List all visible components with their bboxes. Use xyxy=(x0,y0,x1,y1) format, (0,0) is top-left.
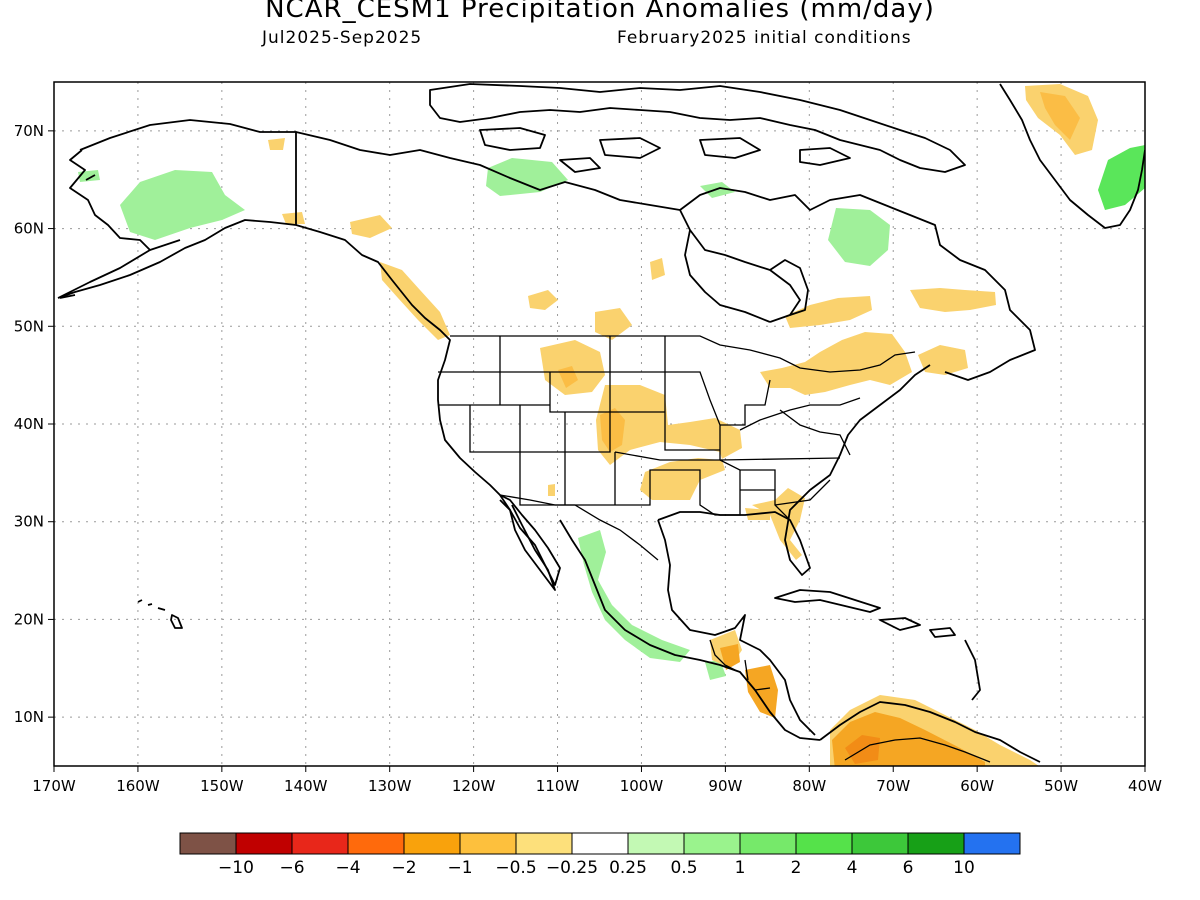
lat-tick-label: 10N xyxy=(14,708,44,726)
axis-ticks: 170W 160W 150W 140W 130W 120W 110W 100W 90W 80W 70… xyxy=(14,122,1162,795)
colorbar-swatch xyxy=(179,832,237,855)
central-america-borders xyxy=(709,639,771,691)
anomaly-ontario xyxy=(785,296,872,328)
colorbar-swatch xyxy=(739,832,797,855)
lon-tick-label: 90W xyxy=(708,777,742,795)
anomaly-bc-coast xyxy=(380,262,450,340)
anomaly-central-america xyxy=(720,644,740,670)
mexico-coast xyxy=(559,519,821,741)
hawaii xyxy=(137,599,183,629)
lon-tick-label: 40W xyxy=(1128,777,1162,795)
lon-tick-label: 140W xyxy=(284,777,328,795)
anomaly-northwest-territories xyxy=(486,158,568,196)
anomaly-shading xyxy=(78,84,1145,766)
lon-tick-label: 70W xyxy=(876,777,910,795)
lat-tick-label: 30N xyxy=(14,513,44,531)
caribbean-islands xyxy=(774,589,981,701)
anomaly-central-plains xyxy=(596,385,742,500)
lat-tick-label: 40N xyxy=(14,415,44,433)
initial-conditions: February2025 initial conditions xyxy=(617,28,912,48)
colorbar-label: −4 xyxy=(335,858,360,878)
lat-tick-label: 70N xyxy=(14,122,44,140)
colorbar-label: −1 xyxy=(447,858,472,878)
colorbar-swatch xyxy=(291,832,349,855)
colorbar-label: 1 xyxy=(735,858,746,878)
anomaly-great-lakes-northeast xyxy=(760,332,912,395)
colorbar-label: −0.5 xyxy=(495,858,536,878)
south-america-borders xyxy=(844,737,991,763)
lon-tick-label: 120W xyxy=(452,777,496,795)
colorbar-swatch xyxy=(403,832,461,855)
colorbar-label: 0.25 xyxy=(609,858,647,878)
colorbar-swatch xyxy=(683,832,741,855)
colorbar-swatch xyxy=(347,832,405,855)
anomaly-labrador-coast xyxy=(910,288,996,312)
arctic-coast xyxy=(295,131,1036,381)
lat-tick-label: 20N xyxy=(14,610,44,628)
colorbar-swatch xyxy=(235,832,293,855)
colorbar-swatch xyxy=(795,832,853,855)
colorbar-label: −2 xyxy=(391,858,416,878)
anomaly-new-mexico xyxy=(548,484,555,496)
colorbar-swatch xyxy=(907,832,965,855)
hudson-bay xyxy=(684,229,809,323)
colorbar-swatch xyxy=(627,832,685,855)
lon-tick-label: 130W xyxy=(368,777,412,795)
us-state-lines xyxy=(438,336,861,521)
anomaly-hudson-strait xyxy=(700,182,735,198)
anomaly-alberta xyxy=(528,290,558,310)
colorbar-label: −6 xyxy=(279,858,304,878)
lon-tick-label: 60W xyxy=(960,777,994,795)
anomaly-west-greenland-core xyxy=(1040,92,1080,140)
lon-tick-label: 80W xyxy=(792,777,826,795)
lat-tick-label: 60N xyxy=(14,220,44,238)
anomaly-colorado-core xyxy=(600,408,625,452)
lon-tick-label: 150W xyxy=(200,777,244,795)
colorbar-swatch xyxy=(963,832,1021,855)
arctic-islands xyxy=(429,83,966,173)
anomaly-east-greenland xyxy=(1098,145,1145,210)
lon-tick-label: 50W xyxy=(1044,777,1078,795)
colorbar-swatch xyxy=(571,832,629,855)
colorbar-label: 2 xyxy=(791,858,802,878)
baja-california xyxy=(499,494,556,591)
colorbar-label: −0.25 xyxy=(546,858,598,878)
anomaly-western-alaska xyxy=(120,170,245,240)
anomaly-southeast xyxy=(752,488,805,560)
lat-tick-label: 50N xyxy=(14,317,44,335)
colorbar-swatch xyxy=(515,832,573,855)
forecast-period: Jul2025-Sep2025 xyxy=(262,28,423,48)
colorbar-label: 10 xyxy=(953,858,975,878)
anomaly-hudson-bay-south xyxy=(650,258,665,280)
anomaly-quebec-labrador xyxy=(828,208,890,266)
anomaly-nicaragua xyxy=(745,665,778,718)
colorbar-label: 4 xyxy=(847,858,858,878)
anomaly-yukon-2 xyxy=(282,212,305,224)
south-america-coast xyxy=(819,701,1041,763)
greenland xyxy=(999,83,1145,229)
lon-tick-label: 160W xyxy=(116,777,160,795)
colorbar-swatch xyxy=(851,832,909,855)
colorbar: −10 −6 −4 −2 −1 −0.5 −0.25 0.25 0.5 1 2 4 6 10 xyxy=(179,832,1021,878)
anomaly-bc-north xyxy=(350,215,392,238)
us-canada-border xyxy=(450,335,916,373)
colorbar-label: −10 xyxy=(218,858,254,878)
anomaly-western-alaska-2 xyxy=(78,170,100,182)
lon-tick-label: 170W xyxy=(32,777,76,795)
lon-tick-label: 100W xyxy=(620,777,664,795)
anomaly-yukon xyxy=(268,138,285,150)
colorbar-label: 0.5 xyxy=(670,858,697,878)
anomaly-manitoba xyxy=(595,308,632,340)
colorbar-swatch xyxy=(459,832,517,855)
map-title: NCAR_CESM1 Precipitation Anomalies (mm/d… xyxy=(265,0,935,24)
alaska-coast xyxy=(57,119,401,299)
political-borders xyxy=(438,335,991,763)
mexico-us-border xyxy=(499,494,659,561)
anomaly-maritimes xyxy=(918,345,968,375)
lon-tick-label: 110W xyxy=(536,777,580,795)
colorbar-label: 6 xyxy=(903,858,914,878)
aleutians xyxy=(59,174,181,299)
